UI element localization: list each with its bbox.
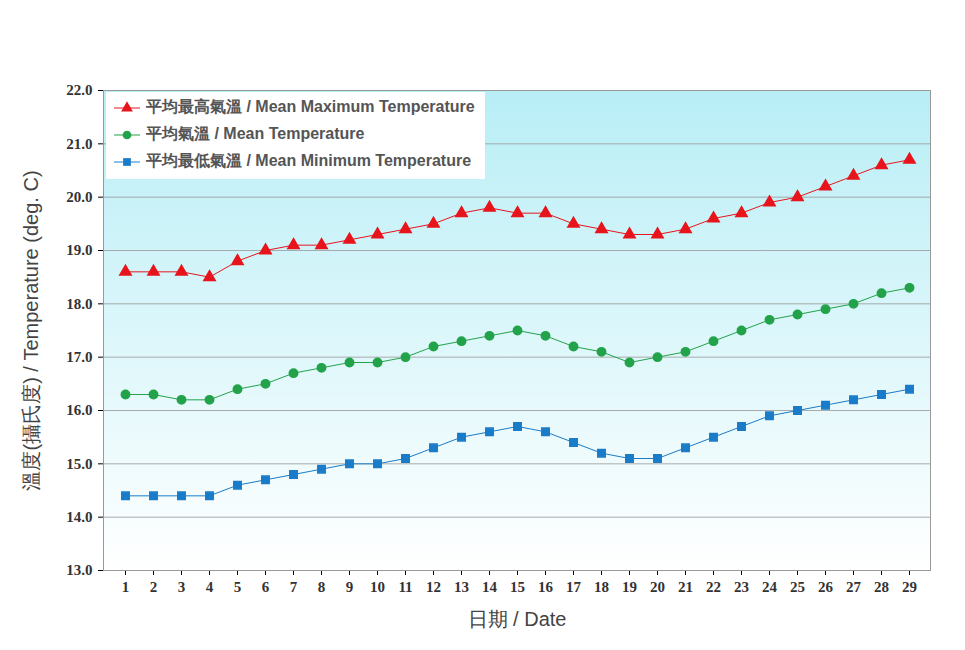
- svg-text:日期 / Date: 日期 / Date: [468, 608, 567, 630]
- svg-text:2: 2: [150, 579, 158, 595]
- svg-text:18: 18: [594, 579, 609, 595]
- svg-text:21: 21: [678, 579, 693, 595]
- svg-text:13.0: 13.0: [66, 562, 92, 578]
- svg-text:1: 1: [122, 579, 130, 595]
- svg-text:25: 25: [790, 579, 805, 595]
- svg-text:8: 8: [318, 579, 326, 595]
- svg-text:4: 4: [206, 579, 214, 595]
- svg-text:16.0: 16.0: [66, 402, 92, 418]
- svg-text:19: 19: [622, 579, 637, 595]
- svg-text:6: 6: [262, 579, 270, 595]
- svg-text:26: 26: [818, 579, 834, 595]
- html-text:平均氣溫 / Mean Temperature: 平均氣溫 / Mean Temperature: [146, 125, 365, 142]
- html-text:平均最高氣溫 / Mean Maximum Temperat: 平均最高氣溫 / Mean Maximum Temperature: [146, 98, 475, 115]
- svg-text:22: 22: [706, 579, 721, 595]
- svg-text:17.0: 17.0: [66, 349, 92, 365]
- svg-text:19.0: 19.0: [66, 242, 92, 258]
- svg-text:24: 24: [762, 579, 778, 595]
- svg-text:17: 17: [566, 579, 582, 595]
- svg-text:16: 16: [538, 579, 554, 595]
- svg-text:15.0: 15.0: [66, 456, 92, 472]
- svg-text:29: 29: [902, 579, 917, 595]
- svg-text:28: 28: [874, 579, 889, 595]
- html-text:平均最低氣溫 / Mean Minimum Temperat: 平均最低氣溫 / Mean Minimum Temperature: [146, 152, 472, 169]
- svg-text:27: 27: [846, 579, 862, 595]
- svg-text:13: 13: [454, 579, 469, 595]
- svg-text:溫度(攝氏度) / Temperature (deg. C): 溫度(攝氏度) / Temperature (deg. C): [20, 170, 42, 490]
- svg-text:14: 14: [482, 579, 498, 595]
- svg-text:12: 12: [426, 579, 441, 595]
- svg-text:3: 3: [178, 579, 186, 595]
- svg-text:21.0: 21.0: [66, 136, 92, 152]
- svg-text:23: 23: [734, 579, 749, 595]
- svg-text:20.0: 20.0: [66, 189, 92, 205]
- svg-text:9: 9: [346, 579, 354, 595]
- svg-text:15: 15: [510, 579, 525, 595]
- svg-text:14.0: 14.0: [66, 509, 92, 525]
- svg-text:18.0: 18.0: [66, 296, 92, 312]
- svg-text:11: 11: [398, 579, 412, 595]
- svg-text:5: 5: [234, 579, 242, 595]
- svg-text:22.0: 22.0: [66, 82, 92, 98]
- svg-text:10: 10: [370, 579, 385, 595]
- svg-text:7: 7: [290, 579, 298, 595]
- svg-text:20: 20: [650, 579, 665, 595]
